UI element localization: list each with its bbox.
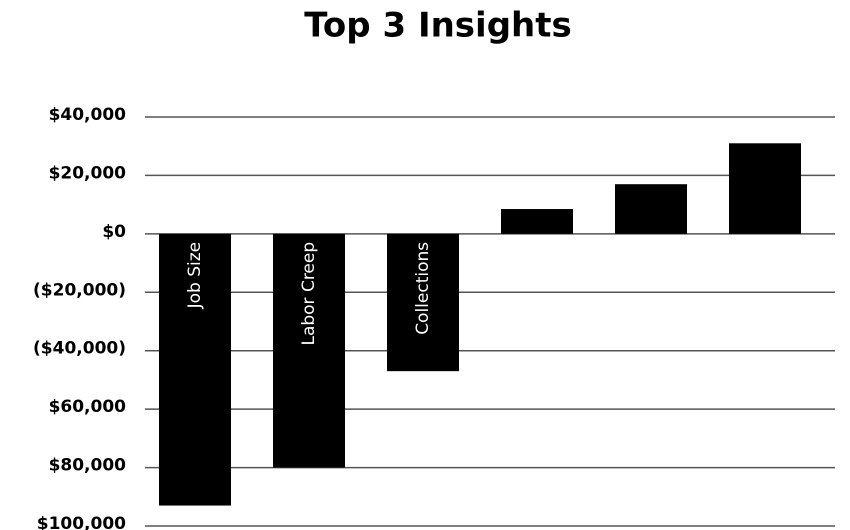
- y-tick-label: $100,000: [37, 514, 126, 530]
- bar: [387, 233, 459, 372]
- y-tick-label: $80,000: [49, 456, 127, 476]
- bar: [729, 143, 801, 234]
- y-tick-label: ($40,000): [33, 339, 126, 359]
- bar-label: Labor Creep: [299, 242, 319, 346]
- bar: [501, 209, 573, 234]
- y-tick-label: ($20,000): [33, 280, 126, 300]
- bar: [273, 233, 345, 468]
- bar: [159, 233, 231, 506]
- bar: [615, 184, 687, 234]
- y-tick-label: $20,000: [49, 163, 127, 183]
- y-tick-label: $40,000: [49, 105, 127, 125]
- chart-title: Top 3 Insights: [304, 6, 571, 46]
- bar-label: Job Size: [185, 242, 205, 310]
- y-tick-label: $60,000: [49, 397, 127, 417]
- bar-label: Collections: [413, 242, 433, 335]
- y-tick-label: $0: [102, 222, 126, 242]
